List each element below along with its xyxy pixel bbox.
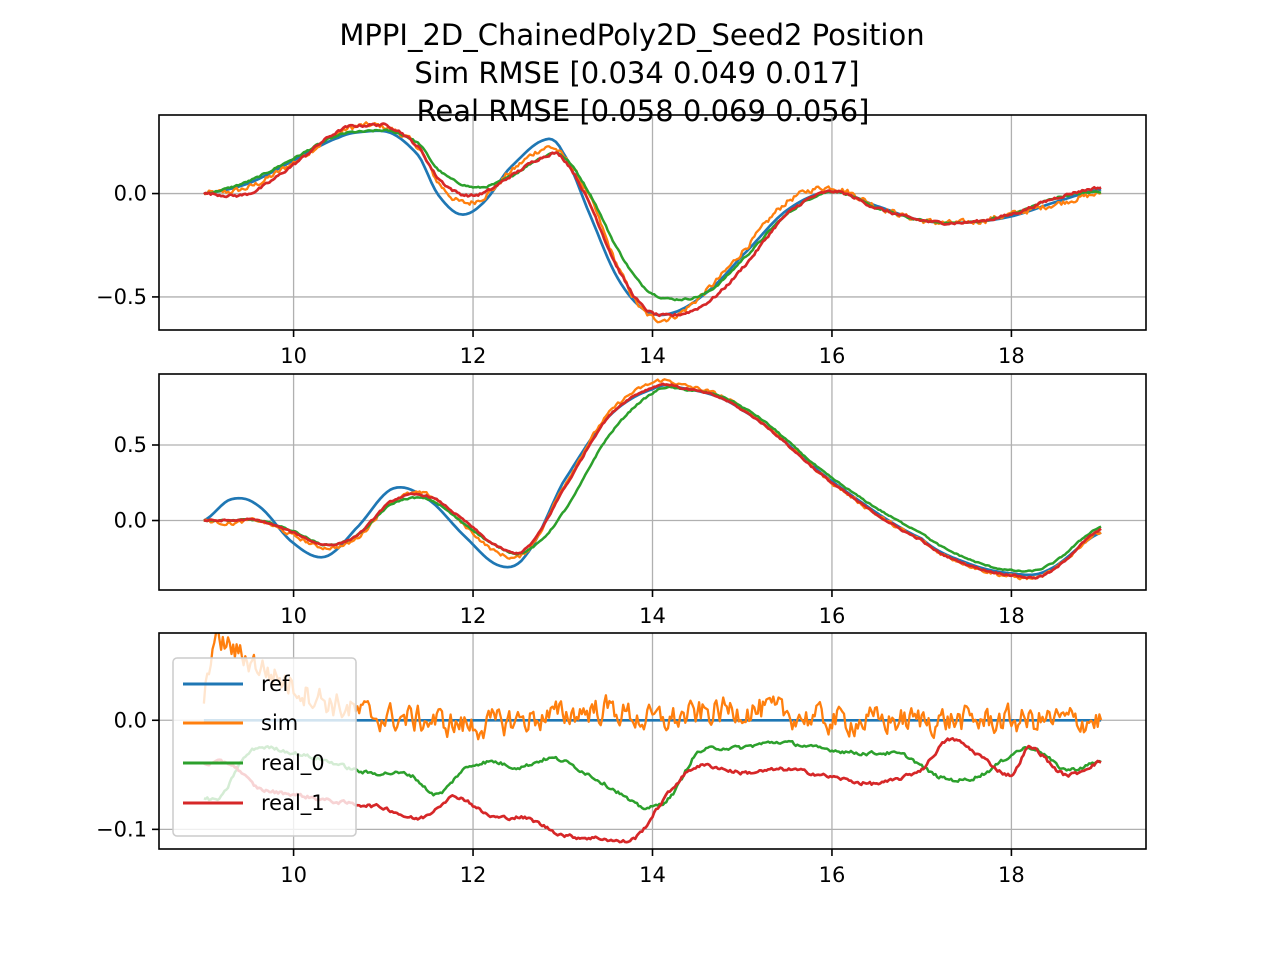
x-tick-label: 16 bbox=[819, 344, 846, 368]
legend-entry-real_1: real_1 bbox=[183, 791, 325, 816]
legend-label-ref: ref bbox=[261, 672, 290, 696]
figure-title-line-3: Real RMSE [0.058 0.069 0.056] bbox=[417, 94, 870, 128]
figure-title-line-1: MPPI_2D_ChainedPoly2D_Seed2 Position bbox=[339, 18, 924, 52]
x-tick-label: 14 bbox=[639, 604, 666, 628]
x-tick-label: 10 bbox=[280, 344, 307, 368]
series-line-real_1 bbox=[203, 382, 1102, 580]
x-tick-label: 18 bbox=[998, 344, 1025, 368]
y-tick-label: 0.5 bbox=[114, 433, 147, 457]
top-subplot: 10 12 14 16 18 0.0 −0.5 bbox=[96, 114, 1147, 368]
x-tick-label: 10 bbox=[280, 863, 307, 887]
legend-entry-sim: sim bbox=[183, 711, 298, 735]
y-tick-label: −0.1 bbox=[96, 817, 147, 841]
y-tick-label: −0.5 bbox=[96, 285, 147, 309]
x-tick-label: 14 bbox=[639, 344, 666, 368]
middle-subplot: 10 12 14 16 18 0.5 0.0 bbox=[114, 373, 1147, 628]
legend-label-sim: sim bbox=[261, 711, 298, 735]
legend-entry-ref: ref bbox=[183, 672, 290, 696]
x-tick-label: 12 bbox=[460, 604, 487, 628]
figure-title-line-2: Sim RMSE [0.034 0.049 0.017] bbox=[414, 56, 859, 90]
legend-label-real_1: real_1 bbox=[261, 791, 325, 816]
x-tick-label: 16 bbox=[819, 604, 846, 628]
x-tick-label: 14 bbox=[639, 863, 666, 887]
y-tick-label: 0.0 bbox=[114, 509, 147, 533]
legend: ref sim real_0 real_1 bbox=[172, 657, 357, 837]
x-tick-label: 12 bbox=[460, 863, 487, 887]
legend-frame bbox=[172, 657, 357, 837]
x-tick-label: 10 bbox=[280, 604, 307, 628]
legend-entry-real_0: real_0 bbox=[183, 751, 325, 776]
y-tick-label: 0.0 bbox=[114, 708, 147, 732]
y-tick-label: 0.0 bbox=[114, 182, 147, 206]
x-tick-label: 12 bbox=[460, 344, 487, 368]
x-tick-label: 18 bbox=[998, 863, 1025, 887]
x-tick-label: 16 bbox=[819, 863, 846, 887]
x-tick-label: 18 bbox=[998, 604, 1025, 628]
legend-label-real_0: real_0 bbox=[261, 751, 325, 776]
series-line-real_1 bbox=[203, 122, 1102, 318]
